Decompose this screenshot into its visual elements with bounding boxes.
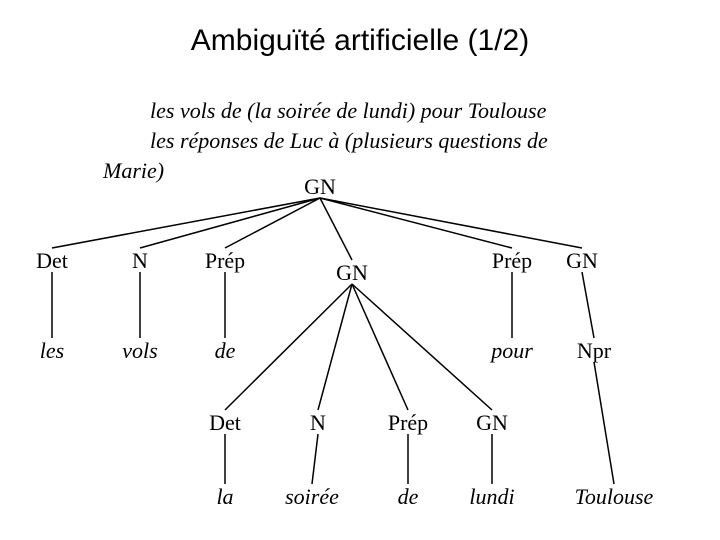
slide-stage: Ambiguïté artificielle (1/2) les vols de…	[0, 0, 720, 540]
tree-node-Npr: Npr	[534, 338, 654, 364]
tree-node-de_top: de	[165, 338, 285, 364]
tree-node-Prep_top: Prép	[165, 248, 285, 274]
tree-node-GN_root: GN	[260, 174, 380, 200]
tree-node-GN_right: GN	[522, 248, 642, 274]
tree-node-GN_mid: GN	[292, 260, 412, 286]
tree-node-Toulouse: Toulouse	[554, 484, 674, 510]
tree-node-GN_mid2: GN	[432, 410, 552, 436]
tree-node-lundi: lundi	[432, 484, 552, 510]
